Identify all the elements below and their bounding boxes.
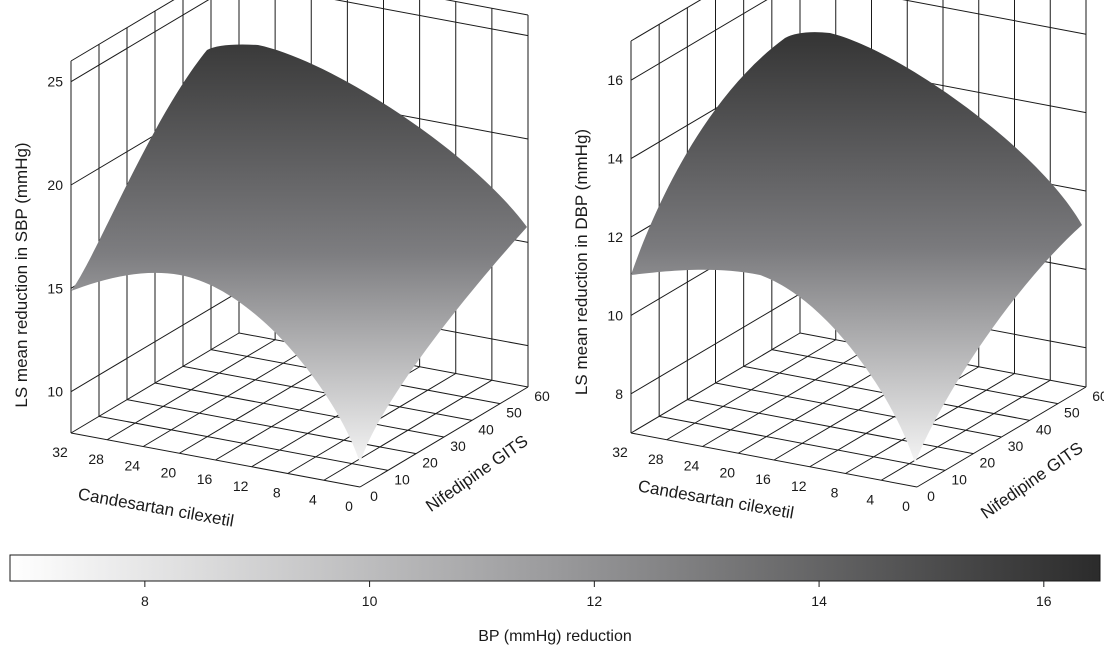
sbp-y-tick-label: 40 (478, 421, 494, 437)
sbp-floor-gridline-y (98, 415, 389, 471)
sbp-x-axis-label: Candesartan cilexetil (77, 485, 236, 531)
dbp-floor-gridline-y (659, 415, 946, 471)
sbp-x-tick-label: 32 (52, 444, 68, 460)
sbp-y-tick-label: 0 (370, 488, 378, 504)
colorbar-tick-label: 16 (1036, 593, 1052, 609)
dbp-z-tick-label: 12 (607, 229, 623, 245)
sbp-wall-gridline-z (70, 0, 175, 62)
sbp-y-tick-label: 20 (422, 455, 438, 471)
dbp-y-axis-label: Nifedipine GITS (977, 438, 1086, 522)
dbp-x-tick-label: 0 (902, 498, 910, 514)
sbp-x-tick-label: 28 (88, 451, 104, 467)
dbp-z-ticks: 8 10 12 14 16 (607, 72, 623, 402)
sbp-z-ticks: 10 15 20 25 (47, 74, 63, 400)
dbp-wall-gridline-z (630, 0, 702, 42)
colorbar: 8 10 12 14 16 BP (mmHg) reduction (9, 554, 1101, 645)
dbp-nifedipine-ticks: 0 10 20 30 40 50 60 (927, 388, 1104, 504)
sbp-floor-gridline-y (154, 382, 445, 438)
colorbar-label: BP (mmHg) reduction (478, 628, 632, 645)
dbp-candesartan-ticks: 32 28 24 20 16 12 8 4 0 (612, 444, 910, 514)
sbp-x-tick-label: 16 (197, 471, 213, 487)
sbp-x-tick-label: 24 (124, 458, 140, 474)
dbp-wall-gridline-z (630, 293, 801, 395)
sbp-z-tick-label: 10 (47, 384, 63, 400)
sbp-response-surface (71, 44, 527, 464)
colorbar-tick-label: 14 (811, 593, 827, 609)
colorbar-tick-label: 8 (141, 593, 149, 609)
sbp-floor-gridline-y (126, 399, 417, 455)
sbp-z-axis-label: LS mean reduction in SBP (mmHg) (12, 142, 31, 407)
sbp-wall-gridline-z (70, 0, 210, 83)
dbp-z-tick-label: 8 (615, 386, 623, 402)
colorbar-gradient (9, 554, 1101, 582)
dbp-x-tick-label: 32 (612, 444, 628, 460)
dbp-x-axis-label: Candesartan cilexetil (637, 477, 796, 523)
dbp-response-surface (631, 32, 1082, 463)
sbp-wall-gridline-z (444, 0, 529, 16)
dbp-y-tick-label: 60 (1092, 388, 1104, 404)
sbp-y-tick-label: 50 (506, 405, 522, 421)
sbp-y-tick-label: 30 (450, 438, 466, 454)
colorbar-tick-label: 10 (362, 593, 378, 609)
dbp-floor-gridline-y (630, 432, 918, 488)
sbp-x-tick-label: 20 (161, 464, 177, 480)
dbp-floor-gridline-y (715, 382, 1002, 438)
dbp-x-tick-label: 12 (791, 478, 807, 494)
dbp-x-tick-label: 8 (831, 485, 839, 501)
dbp-x-tick-label: 28 (648, 451, 664, 467)
sbp-x-tick-label: 0 (345, 498, 353, 514)
dbp-y-tick-label: 40 (1036, 421, 1052, 437)
colorbar-tick-label: 12 (587, 593, 603, 609)
dbp-x-tick-label: 20 (719, 464, 735, 480)
sbp-x-tick-label: 12 (233, 478, 249, 494)
colorbar-ticks: 8 10 12 14 16 (141, 581, 1052, 609)
sbp-x-tick-label: 4 (309, 491, 317, 507)
sbp-x-tick-label: 8 (273, 485, 281, 501)
dbp-x-tick-label: 16 (755, 471, 771, 487)
dbp-z-tick-label: 14 (607, 151, 623, 167)
sbp-z-tick-label: 25 (47, 74, 63, 90)
dbp-wall-gridline-z (630, 0, 768, 81)
dbp-z-axis-label: LS mean reduction in DBP (mmHg) (572, 129, 591, 395)
sbp-z-tick-label: 20 (47, 177, 63, 193)
sbp-candesartan-ticks: 32 28 24 20 16 12 8 4 0 (52, 444, 353, 514)
dbp-y-tick-label: 50 (1064, 405, 1080, 421)
sbp-wall-gridline-z (70, 291, 240, 393)
sbp-wall-gridline-z (334, 0, 529, 37)
dbp-y-tick-label: 20 (980, 455, 996, 471)
dbp-x-tick-label: 4 (866, 491, 874, 507)
sbp-nifedipine-ticks: 0 10 20 30 40 50 60 (370, 388, 550, 504)
dbp-wall-gridline-z (902, 0, 1087, 35)
dbp-y-tick-label: 30 (1008, 438, 1024, 454)
dbp-y-tick-label: 0 (927, 488, 935, 504)
sbp-y-tick-label: 10 (394, 471, 410, 487)
sbp-y-axis-label: Nifedipine GITS (422, 431, 531, 515)
sbp-floor-gridline-y (70, 432, 361, 488)
dbp-x-tick-label: 24 (684, 458, 700, 474)
sbp-y-tick-label: 60 (534, 388, 550, 404)
sbp-z-tick-label: 15 (47, 280, 63, 296)
dbp-z-tick-label: 16 (607, 72, 623, 88)
dbp-y-tick-label: 10 (951, 471, 967, 487)
dbp-z-tick-label: 10 (607, 307, 623, 323)
dbp-floor-gridline-y (687, 399, 974, 455)
